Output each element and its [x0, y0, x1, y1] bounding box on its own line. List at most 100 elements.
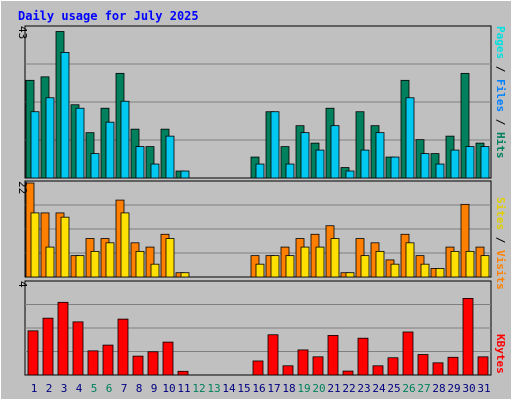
kbytes-panel — [24, 280, 492, 376]
day-label-20: 20 — [312, 382, 325, 395]
day-label-7: 7 — [121, 382, 128, 395]
sites-bar-day-23 — [360, 255, 370, 278]
files-bar-day-21 — [330, 125, 340, 179]
files-bar-day-23 — [360, 149, 370, 179]
day-label-8: 8 — [136, 382, 143, 395]
kbytes-bar-day-27 — [417, 354, 429, 376]
sites-bar-day-3 — [60, 216, 70, 278]
sites-bar-day-2 — [45, 246, 55, 278]
kbytes-bar-day-20 — [312, 356, 324, 376]
kbytes-bar-day-3 — [57, 301, 69, 376]
sites-bar-day-20 — [315, 246, 325, 278]
files-bar-day-18 — [285, 163, 295, 179]
kbytes-bar-day-23 — [357, 337, 369, 376]
day-label-30: 30 — [462, 382, 475, 395]
sites-bar-day-4 — [75, 255, 85, 278]
legend-hits: Hits — [494, 132, 507, 159]
kbytes-bar-day-10 — [162, 341, 174, 376]
legend-visits: Visits — [494, 250, 507, 290]
day-label-24: 24 — [372, 382, 386, 395]
day-label-12: 12 — [192, 382, 205, 395]
day-label-15: 15 — [237, 382, 250, 395]
day-label-29: 29 — [447, 382, 460, 395]
files-bar-day-4 — [75, 107, 85, 179]
sites-bar-day-21 — [330, 238, 340, 278]
hits-files-panel — [24, 25, 492, 179]
kbytes-bar-day-19 — [297, 349, 309, 376]
day-label-25: 25 — [387, 382, 400, 395]
files-bar-day-5 — [90, 153, 100, 179]
legend-separator: / — [494, 230, 507, 250]
sites-bar-day-6 — [105, 242, 115, 278]
kbytes-bar-day-6 — [102, 344, 114, 376]
files-bar-day-26 — [405, 97, 415, 179]
day-label-13: 13 — [207, 382, 220, 395]
files-bar-day-29 — [450, 149, 460, 179]
sites-bar-day-17 — [270, 255, 280, 278]
sites-bar-day-26 — [405, 242, 415, 278]
day-label-19: 19 — [297, 382, 310, 395]
day-label-4: 4 — [76, 382, 83, 395]
kbytes-bar-day-17 — [267, 334, 279, 376]
kbytes-bar-day-25 — [387, 357, 399, 376]
day-label-1: 1 — [31, 382, 38, 395]
day-label-6: 6 — [106, 382, 113, 395]
kbytes-bar-day-21 — [327, 335, 339, 376]
sites-bar-day-28 — [435, 268, 445, 278]
sites-bar-day-22 — [345, 272, 355, 278]
kbytes-bar-day-24 — [372, 365, 384, 376]
files-bar-day-17 — [270, 111, 280, 179]
hits-bar-day-18 — [280, 146, 290, 179]
hits-bar-day-30 — [460, 72, 470, 179]
day-label-21: 21 — [327, 382, 340, 395]
files-bar-day-27 — [420, 153, 430, 179]
day-label-14: 14 — [222, 382, 236, 395]
legend-files: Files — [494, 79, 507, 112]
files-bar-day-9 — [150, 163, 160, 179]
day-label-22: 22 — [342, 382, 355, 395]
day-label-3: 3 — [61, 382, 68, 395]
sites-bar-day-30 — [465, 250, 475, 278]
sites-bar-day-29 — [450, 250, 460, 278]
day-label-27: 27 — [417, 382, 430, 395]
visits-bar-day-30 — [460, 203, 470, 278]
files-bar-day-20 — [315, 149, 325, 179]
legend-pages: Pages — [494, 26, 507, 59]
hits-bar-day-9 — [145, 146, 155, 179]
day-label-11: 11 — [177, 382, 190, 395]
kbytes-bar-day-4 — [72, 321, 84, 376]
hits-bar-day-23 — [355, 111, 365, 179]
day-label-23: 23 — [357, 382, 370, 395]
sites-bar-day-25 — [390, 263, 400, 278]
kbytes-bar-day-26 — [402, 331, 414, 376]
legend-kbytes: KBytes — [494, 334, 507, 374]
day-label-16: 16 — [252, 382, 265, 395]
day-axis-labels: 1 2 3 4 5 6 7 8 9 10 11 12 13 14 15 16 17 18 19 20 21 22 23 24 2… — [31, 382, 491, 395]
day-label-26: 26 — [402, 382, 415, 395]
files-bar-day-11 — [180, 170, 190, 179]
files-bar-day-6 — [105, 121, 115, 179]
kbytes-bar-day-11 — [177, 370, 189, 376]
sites-bar-day-1 — [30, 212, 40, 278]
kbytes-bar-day-29 — [447, 356, 459, 376]
day-label-31: 31 — [477, 382, 490, 395]
day-label-18: 18 — [282, 382, 295, 395]
legend-separator: / — [494, 112, 507, 132]
kbytes-bar-day-7 — [117, 318, 129, 376]
files-bar-day-3 — [60, 52, 70, 179]
visits-ymax-label: 22 — [16, 181, 29, 194]
sites-bar-day-16 — [255, 263, 265, 278]
kbytes-bar-day-31 — [477, 356, 489, 376]
legend-sites: Sites — [494, 197, 507, 230]
files-bar-day-25 — [390, 156, 400, 179]
files-bar-day-16 — [255, 163, 265, 179]
visits-bar-day-9 — [145, 246, 155, 278]
kbytes-bar-day-18 — [282, 365, 294, 376]
files-bar-day-31 — [480, 146, 490, 179]
kbytes-bar-day-9 — [147, 351, 159, 376]
legend-separator: / — [494, 59, 507, 79]
visits-legend: Sites / Visits — [494, 197, 507, 290]
files-bar-day-22 — [345, 170, 355, 179]
sites-bar-day-27 — [420, 263, 430, 278]
